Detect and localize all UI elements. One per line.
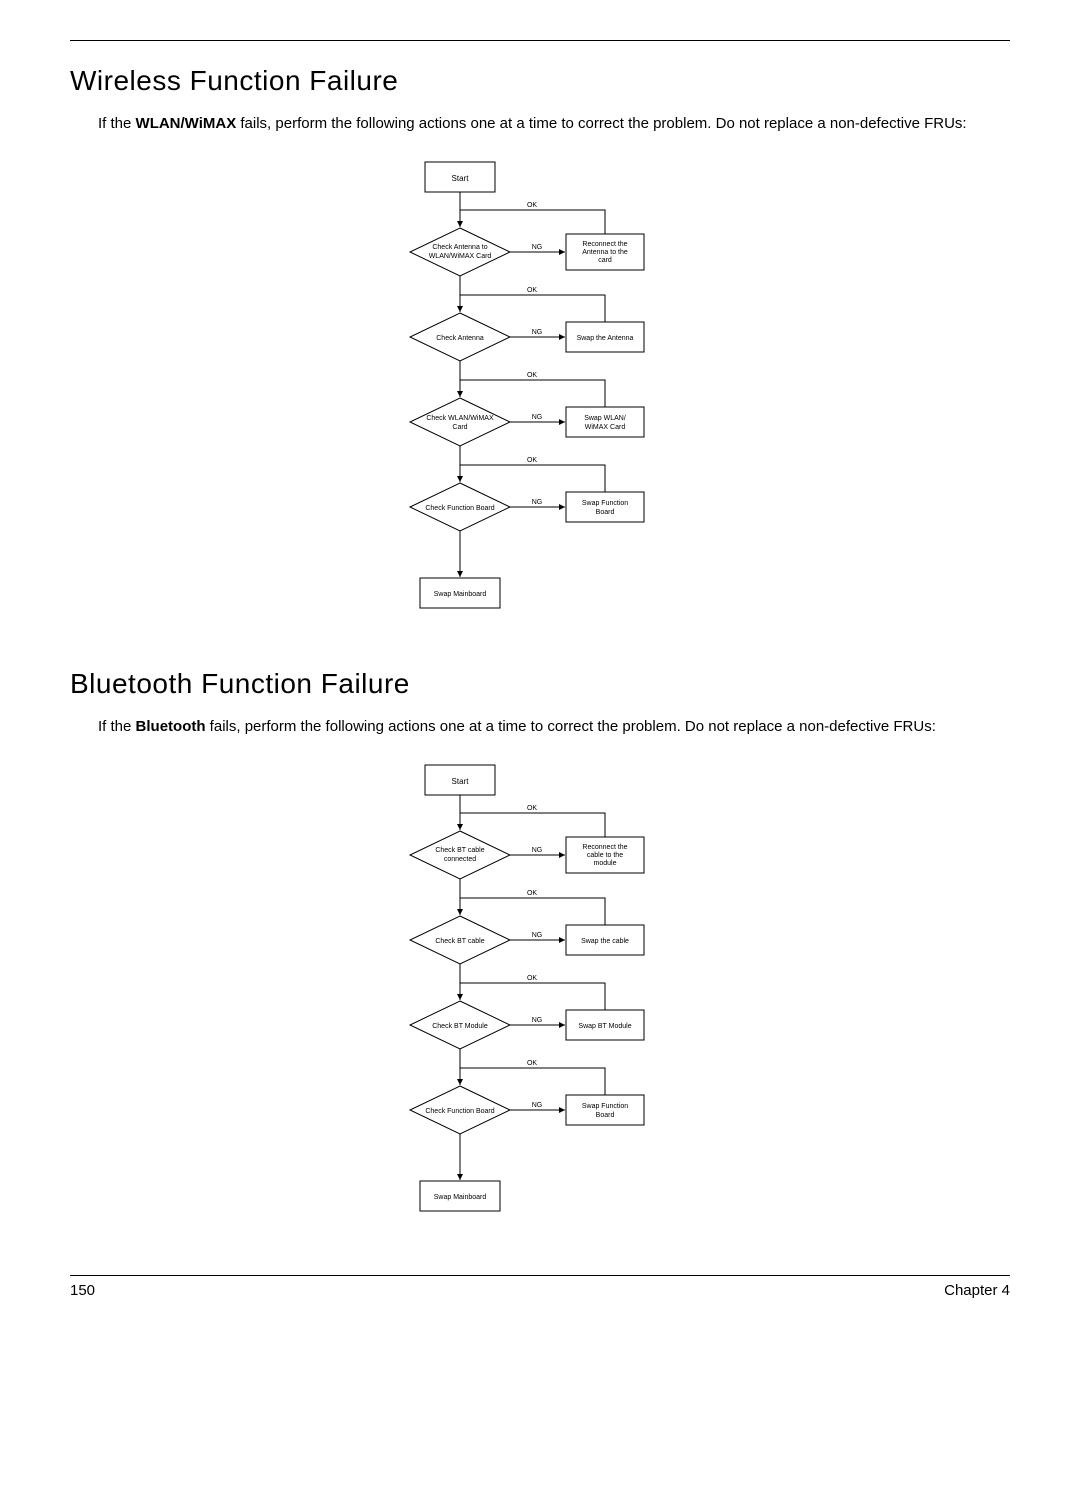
start-label: Start: [452, 174, 470, 183]
d1-l2: WLAN/WiMAX Card: [429, 253, 492, 260]
bd1-l1: Check BT cable: [435, 847, 484, 854]
flowchart-bluetooth: Start Check BT cable connected NG Reconn…: [380, 755, 700, 1235]
bd4: Check Function Board: [425, 1108, 494, 1115]
section2-title: Bluetooth Function Failure: [70, 668, 1010, 700]
bng2: NG: [532, 932, 543, 939]
ng4: NG: [532, 499, 543, 506]
bd2: Check BT cable: [435, 938, 484, 945]
section2-intro: If the Bluetooth fails, perform the foll…: [98, 716, 1010, 737]
ok1: OK: [527, 202, 537, 209]
d3-l2: Card: [452, 424, 467, 431]
ng2: NG: [532, 329, 543, 336]
br1-l3: module: [594, 860, 617, 867]
intro-bold: WLAN/WiMAX: [136, 115, 237, 132]
bng1: NG: [532, 847, 543, 854]
r4-l1: Swap Function: [582, 500, 628, 507]
r1-l3: card: [598, 257, 612, 264]
ng1: NG: [532, 244, 543, 251]
d2: Check Antenna: [436, 335, 484, 342]
top-rule: [70, 40, 1010, 41]
br3: Swap BT Module: [578, 1023, 631, 1030]
chapter-label: Chapter 4: [944, 1282, 1010, 1299]
intro-prefix: If the: [98, 115, 136, 132]
start2: Start: [452, 777, 470, 786]
br4-l1: Swap Function: [582, 1103, 628, 1110]
end2: Swap Mainboard: [434, 1194, 487, 1201]
bng3: NG: [532, 1017, 543, 1024]
bd3: Check BT Module: [432, 1023, 488, 1030]
intro-suffix: fails, perform the following actions one…: [236, 115, 966, 132]
intro2-prefix: If the: [98, 718, 136, 735]
bd1-l2: connected: [444, 856, 476, 863]
bok4: OK: [527, 1060, 537, 1067]
d4: Check Function Board: [425, 505, 494, 512]
section1-intro: If the WLAN/WiMAX fails, perform the fol…: [98, 113, 1010, 134]
intro2-suffix: fails, perform the following actions one…: [206, 718, 936, 735]
page-number: 150: [70, 1282, 95, 1299]
footer: 150 Chapter 4: [70, 1275, 1010, 1299]
bok2: OK: [527, 890, 537, 897]
br2: Swap the cable: [581, 938, 629, 945]
r2: Swap the Antenna: [577, 335, 634, 342]
ok2: OK: [527, 287, 537, 294]
bng4: NG: [532, 1102, 543, 1109]
flowchart-wireless: Start Check Antenna to WLAN/WiMAX Card N…: [380, 152, 700, 632]
bok3: OK: [527, 975, 537, 982]
intro2-bold: Bluetooth: [136, 718, 206, 735]
r3-l2: WiMAX Card: [585, 424, 626, 431]
r4-l2: Board: [596, 509, 615, 516]
br1-l1: Reconnect the: [582, 844, 627, 851]
d3-l1: Check WLAN/WiMAX: [426, 415, 494, 422]
ok3: OK: [527, 372, 537, 379]
r1-l1: Reconnect the: [582, 241, 627, 248]
d1-l1: Check Antenna to: [432, 244, 487, 251]
ok4: OK: [527, 457, 537, 464]
br4-l2: Board: [596, 1112, 615, 1119]
r3-l1: Swap WLAN/: [584, 415, 626, 422]
bok1: OK: [527, 805, 537, 812]
ng3: NG: [532, 414, 543, 421]
br1-l2: cable to the: [587, 852, 623, 859]
section1-title: Wireless Function Failure: [70, 65, 1010, 97]
end1: Swap Mainboard: [434, 591, 487, 598]
r1-l2: Antenna to the: [582, 249, 628, 256]
